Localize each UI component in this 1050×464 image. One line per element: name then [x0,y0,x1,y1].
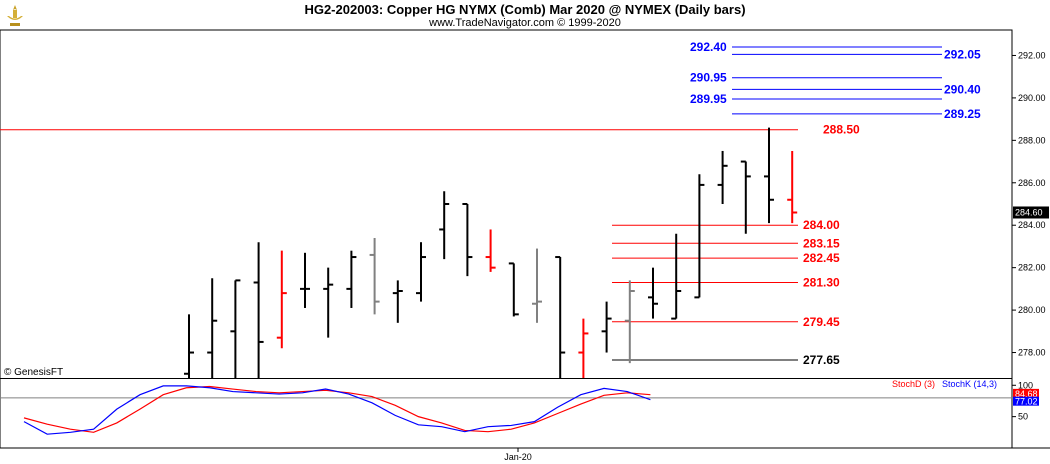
ohlc-bar [671,233,682,320]
level-label: 282.45 [803,251,840,265]
ohlc-bar [253,242,264,378]
level-label: 288.50 [823,123,860,137]
level-label: 292.40 [690,40,727,54]
ohlc-bar [740,160,751,234]
ohlc-bar [439,191,450,260]
ohlc-bar [787,150,798,224]
stoch-d-value: 84.68 [1015,389,1038,399]
x-tick-label: Jan-20 [504,452,532,462]
plot-frame [0,29,1013,449]
chart-title: HG2-202003: Copper HG NYMX (Comb) Mar 20… [304,2,746,17]
last-price-box [1013,206,1049,219]
ohlc-bar [392,280,403,323]
ohlc-bar [508,262,519,317]
stoch-d-value-box [1013,388,1039,399]
legend-stoch-k: StochK (14,3) [942,379,997,389]
ohlc-bar [764,127,774,224]
gold-ornament-icon [7,5,23,26]
ohlc-bar [555,256,566,378]
ohlc-bar [462,203,473,277]
ohlc-bar [694,174,705,299]
stoch-y-tick-label: 100 [1018,380,1033,390]
ohlc-bar [717,150,728,204]
ohlc-bar [485,229,496,272]
ohlc-bar [276,250,287,349]
ohlc-bar [601,301,612,353]
y-tick-label: 278.00 [1018,348,1046,358]
chart-subtitle: www.TradeNavigator.com © 1999-2020 [429,17,621,29]
y-tick-label: 286.00 [1018,178,1046,188]
level-label: 283.15 [803,236,840,250]
level-label: 284.00 [803,218,840,232]
y-tick-label: 292.00 [1018,50,1046,60]
stoch-y-tick-label: 50 [1018,412,1028,422]
ohlc-bar [323,267,334,338]
level-label: 279.45 [803,315,840,329]
y-tick-label: 288.00 [1018,135,1046,145]
ohlc-bar [369,237,380,315]
ohlc-bar [624,280,635,364]
level-label: 281.30 [803,276,840,290]
ohlc-bar [207,278,218,378]
level-label: 289.95 [690,92,727,106]
y-tick-label: 280.00 [1018,305,1046,315]
ohlc-bar [184,314,194,378]
ohlc-bar [648,267,658,319]
y-tick-label: 284.00 [1018,220,1046,230]
level-label: 289.25 [944,107,981,121]
ohlc-bar [300,252,310,308]
ohlc-bar [416,242,426,302]
stoch-k-value-box [1013,396,1039,406]
stoch-d-line [23,385,651,433]
ohlc-bar [346,250,357,308]
level-label: 290.95 [690,71,727,85]
last-price-label: 284.60 [1015,207,1043,217]
ohlc-bar [578,318,589,378]
level-label: 292.05 [944,47,981,61]
level-label: 290.40 [944,82,981,96]
genesis-watermark: © GenesisFT [4,367,64,378]
stoch-k-value: 77.02 [1015,397,1038,407]
ohlc-bar [230,279,241,378]
legend-stoch-d: StochD (3) [892,379,935,389]
stoch-k-line [23,385,651,435]
ohlc-bar [532,248,542,323]
level-label: 277.65 [803,353,840,367]
y-tick-label: 282.00 [1018,263,1046,273]
y-tick-label: 290.00 [1018,93,1046,103]
